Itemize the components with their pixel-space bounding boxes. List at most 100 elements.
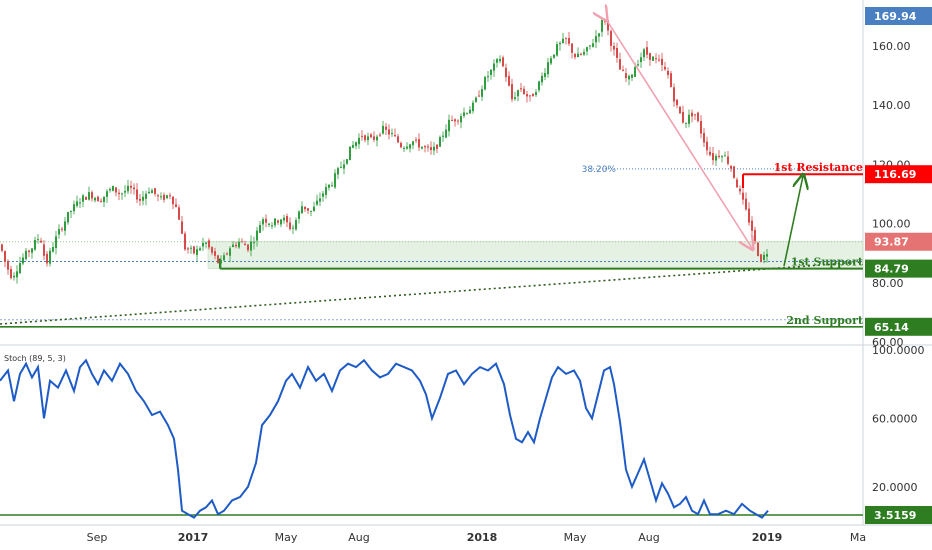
candle-down xyxy=(520,88,522,90)
candle-up xyxy=(55,236,57,249)
candle-down xyxy=(379,134,381,136)
candle-up xyxy=(541,75,543,83)
candle-up xyxy=(721,156,723,158)
candle-up xyxy=(70,211,72,213)
candle-down xyxy=(184,233,186,250)
candle-down xyxy=(478,95,480,97)
candle-up xyxy=(73,204,75,212)
candle-down xyxy=(211,247,213,253)
price-tick-label: 80.00 xyxy=(872,277,904,290)
candle-up xyxy=(538,81,540,91)
candle-down xyxy=(661,58,663,65)
candle-up xyxy=(688,114,690,124)
candle-up xyxy=(445,129,447,138)
candle-down xyxy=(175,204,177,207)
candle-up xyxy=(376,136,378,141)
candle-down xyxy=(622,69,624,71)
candle-down xyxy=(169,195,171,197)
candle-up xyxy=(145,193,147,199)
candle-up xyxy=(280,219,282,225)
first-resistance-annotation: 1st Resistance xyxy=(774,161,863,174)
candle-up xyxy=(652,56,654,61)
candle-up xyxy=(634,67,636,77)
stoch-tick-label: 20.0000 xyxy=(872,481,918,494)
price-label-box xyxy=(865,317,932,336)
candle-up xyxy=(421,146,423,149)
candle-up xyxy=(763,254,765,260)
candle-down xyxy=(709,151,711,155)
candle-down xyxy=(181,221,183,234)
trend-line xyxy=(0,261,864,325)
candle-down xyxy=(247,244,249,251)
candle-up xyxy=(544,73,546,77)
time-axis-ticks: Sep 2017 May Aug 2018 May Aug 2019 Ma xyxy=(87,531,866,544)
candle-down xyxy=(676,99,678,106)
candle-down xyxy=(157,195,159,197)
candle-down xyxy=(97,196,99,202)
candle-up xyxy=(643,49,645,58)
candle-down xyxy=(289,222,291,229)
candle-down xyxy=(304,206,306,210)
candle-up xyxy=(202,242,204,247)
candle-up xyxy=(256,230,258,241)
candle-down xyxy=(700,121,702,134)
candle-up xyxy=(547,62,549,75)
candle-up xyxy=(403,147,405,149)
price-tick-label: 140.00 xyxy=(872,99,911,112)
stoch-tick-label: 100.0000 xyxy=(872,344,925,357)
candle-down xyxy=(682,111,684,123)
candle-up xyxy=(325,187,327,195)
candle-down xyxy=(625,73,627,78)
candle-down xyxy=(394,134,396,137)
candle-down xyxy=(457,120,459,122)
candle-up xyxy=(31,248,33,253)
candle-down xyxy=(235,244,237,247)
candle-down xyxy=(649,53,651,60)
candle-down xyxy=(241,241,243,243)
candle-up xyxy=(322,193,324,197)
candle-up xyxy=(199,248,201,251)
candle-up xyxy=(439,137,441,147)
candle-down xyxy=(163,194,165,200)
candle-down xyxy=(133,187,135,190)
candle-up xyxy=(232,244,234,247)
candle-up xyxy=(22,257,24,264)
candle-up xyxy=(109,189,111,191)
candle-up xyxy=(16,271,18,278)
candle-up xyxy=(274,218,276,226)
candle-down xyxy=(139,198,141,201)
candle-down xyxy=(703,133,705,143)
candle-down xyxy=(415,139,417,141)
candle-up xyxy=(715,155,717,161)
price-tick-label: 60.00 xyxy=(872,336,904,349)
candle-down xyxy=(61,228,63,230)
candle-down xyxy=(115,187,117,193)
candle-down xyxy=(718,155,720,158)
stoch-value-box xyxy=(865,505,932,524)
candle-down xyxy=(712,153,714,161)
candle-up xyxy=(589,45,591,47)
candle-up xyxy=(391,132,393,134)
candle-down xyxy=(397,136,399,143)
candle-down xyxy=(754,229,756,241)
price-label-text: 116.69 xyxy=(874,168,916,181)
candle-up xyxy=(34,239,36,250)
time-tick-label: May xyxy=(564,531,587,544)
candle-up xyxy=(535,92,537,96)
time-tick-label: 2018 xyxy=(467,531,498,544)
candle-up xyxy=(121,193,123,195)
candle-down xyxy=(610,31,612,46)
candle-up xyxy=(358,137,360,145)
candle-down xyxy=(691,112,693,117)
candle-down xyxy=(706,141,708,151)
candle-up xyxy=(220,260,222,264)
candle-up xyxy=(595,36,597,43)
candle-down xyxy=(136,189,138,200)
candle-down xyxy=(424,146,426,148)
candle-down xyxy=(526,94,528,97)
candle-down xyxy=(760,254,762,262)
candle-up xyxy=(592,43,594,47)
candle-up xyxy=(586,47,588,52)
